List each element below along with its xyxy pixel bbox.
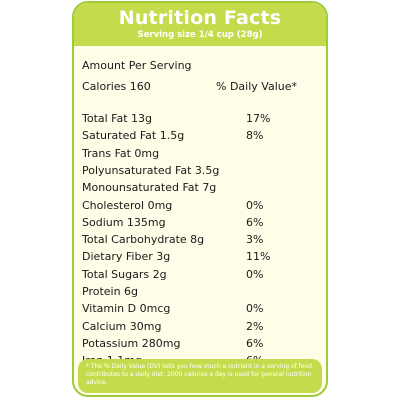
nutrient-label: Protein 6g bbox=[82, 285, 139, 298]
nutrient-label: Saturated Fat 1.5g bbox=[82, 129, 185, 142]
nutrient-label: Polyunsaturated Fat 3.5g bbox=[82, 164, 220, 177]
nutrient-label: Potassium 280mg bbox=[82, 337, 181, 350]
amount-per-serving: Amount Per Serving bbox=[82, 59, 192, 72]
nutrient-daily-value: 3% bbox=[246, 233, 264, 246]
nutrient-daily-value: 0% bbox=[246, 199, 264, 212]
nutrient-label: Total Fat 13g bbox=[82, 112, 153, 125]
nutrition-facts-card: Nutrition Facts Serving size 1/4 cup (28… bbox=[72, 1, 328, 397]
nutrient-label: Sodium 135mg bbox=[82, 216, 166, 229]
nutrient-daily-value: 6% bbox=[246, 216, 264, 229]
nutrient-daily-value: 11% bbox=[246, 250, 271, 263]
nutrient-label: Cholesterol 0mg bbox=[82, 199, 173, 212]
nutrient-daily-value: 8% bbox=[246, 129, 264, 142]
nutrient-daily-value: 17% bbox=[246, 112, 271, 125]
calories: Calories 160 bbox=[82, 80, 151, 93]
nutrient-label: Monounsaturated Fat 7g bbox=[82, 181, 217, 194]
nutrient-label: Total Sugars 2g bbox=[82, 268, 167, 281]
header-banner: Nutrition Facts Serving size 1/4 cup (28… bbox=[74, 3, 326, 46]
nutrient-label: Dietary Fiber 3g bbox=[82, 250, 171, 263]
nutrient-label: Trans Fat 0mg bbox=[82, 147, 160, 160]
daily-value-header: % Daily Value* bbox=[216, 80, 297, 93]
label-title: Nutrition Facts bbox=[118, 7, 282, 29]
nutrient-daily-value: 0% bbox=[246, 302, 264, 315]
footnote-text: * The % Daily Value (DV) tells you how m… bbox=[86, 363, 312, 386]
nutrient-daily-value: 0% bbox=[246, 268, 264, 281]
serving-size: Serving size 1/4 cup (28g) bbox=[137, 30, 263, 40]
nutrient-label: Total Carbohydrate 8g bbox=[82, 233, 205, 246]
footnote-box: * The % Daily Value (DV) tells you how m… bbox=[78, 359, 322, 393]
nutrient-daily-value: 6% bbox=[246, 337, 264, 350]
nutrient-daily-value: 2% bbox=[246, 320, 264, 333]
nutrient-label: Calcium 30mg bbox=[82, 320, 162, 333]
nutrient-label: Vitamin D 0mcg bbox=[82, 302, 171, 315]
